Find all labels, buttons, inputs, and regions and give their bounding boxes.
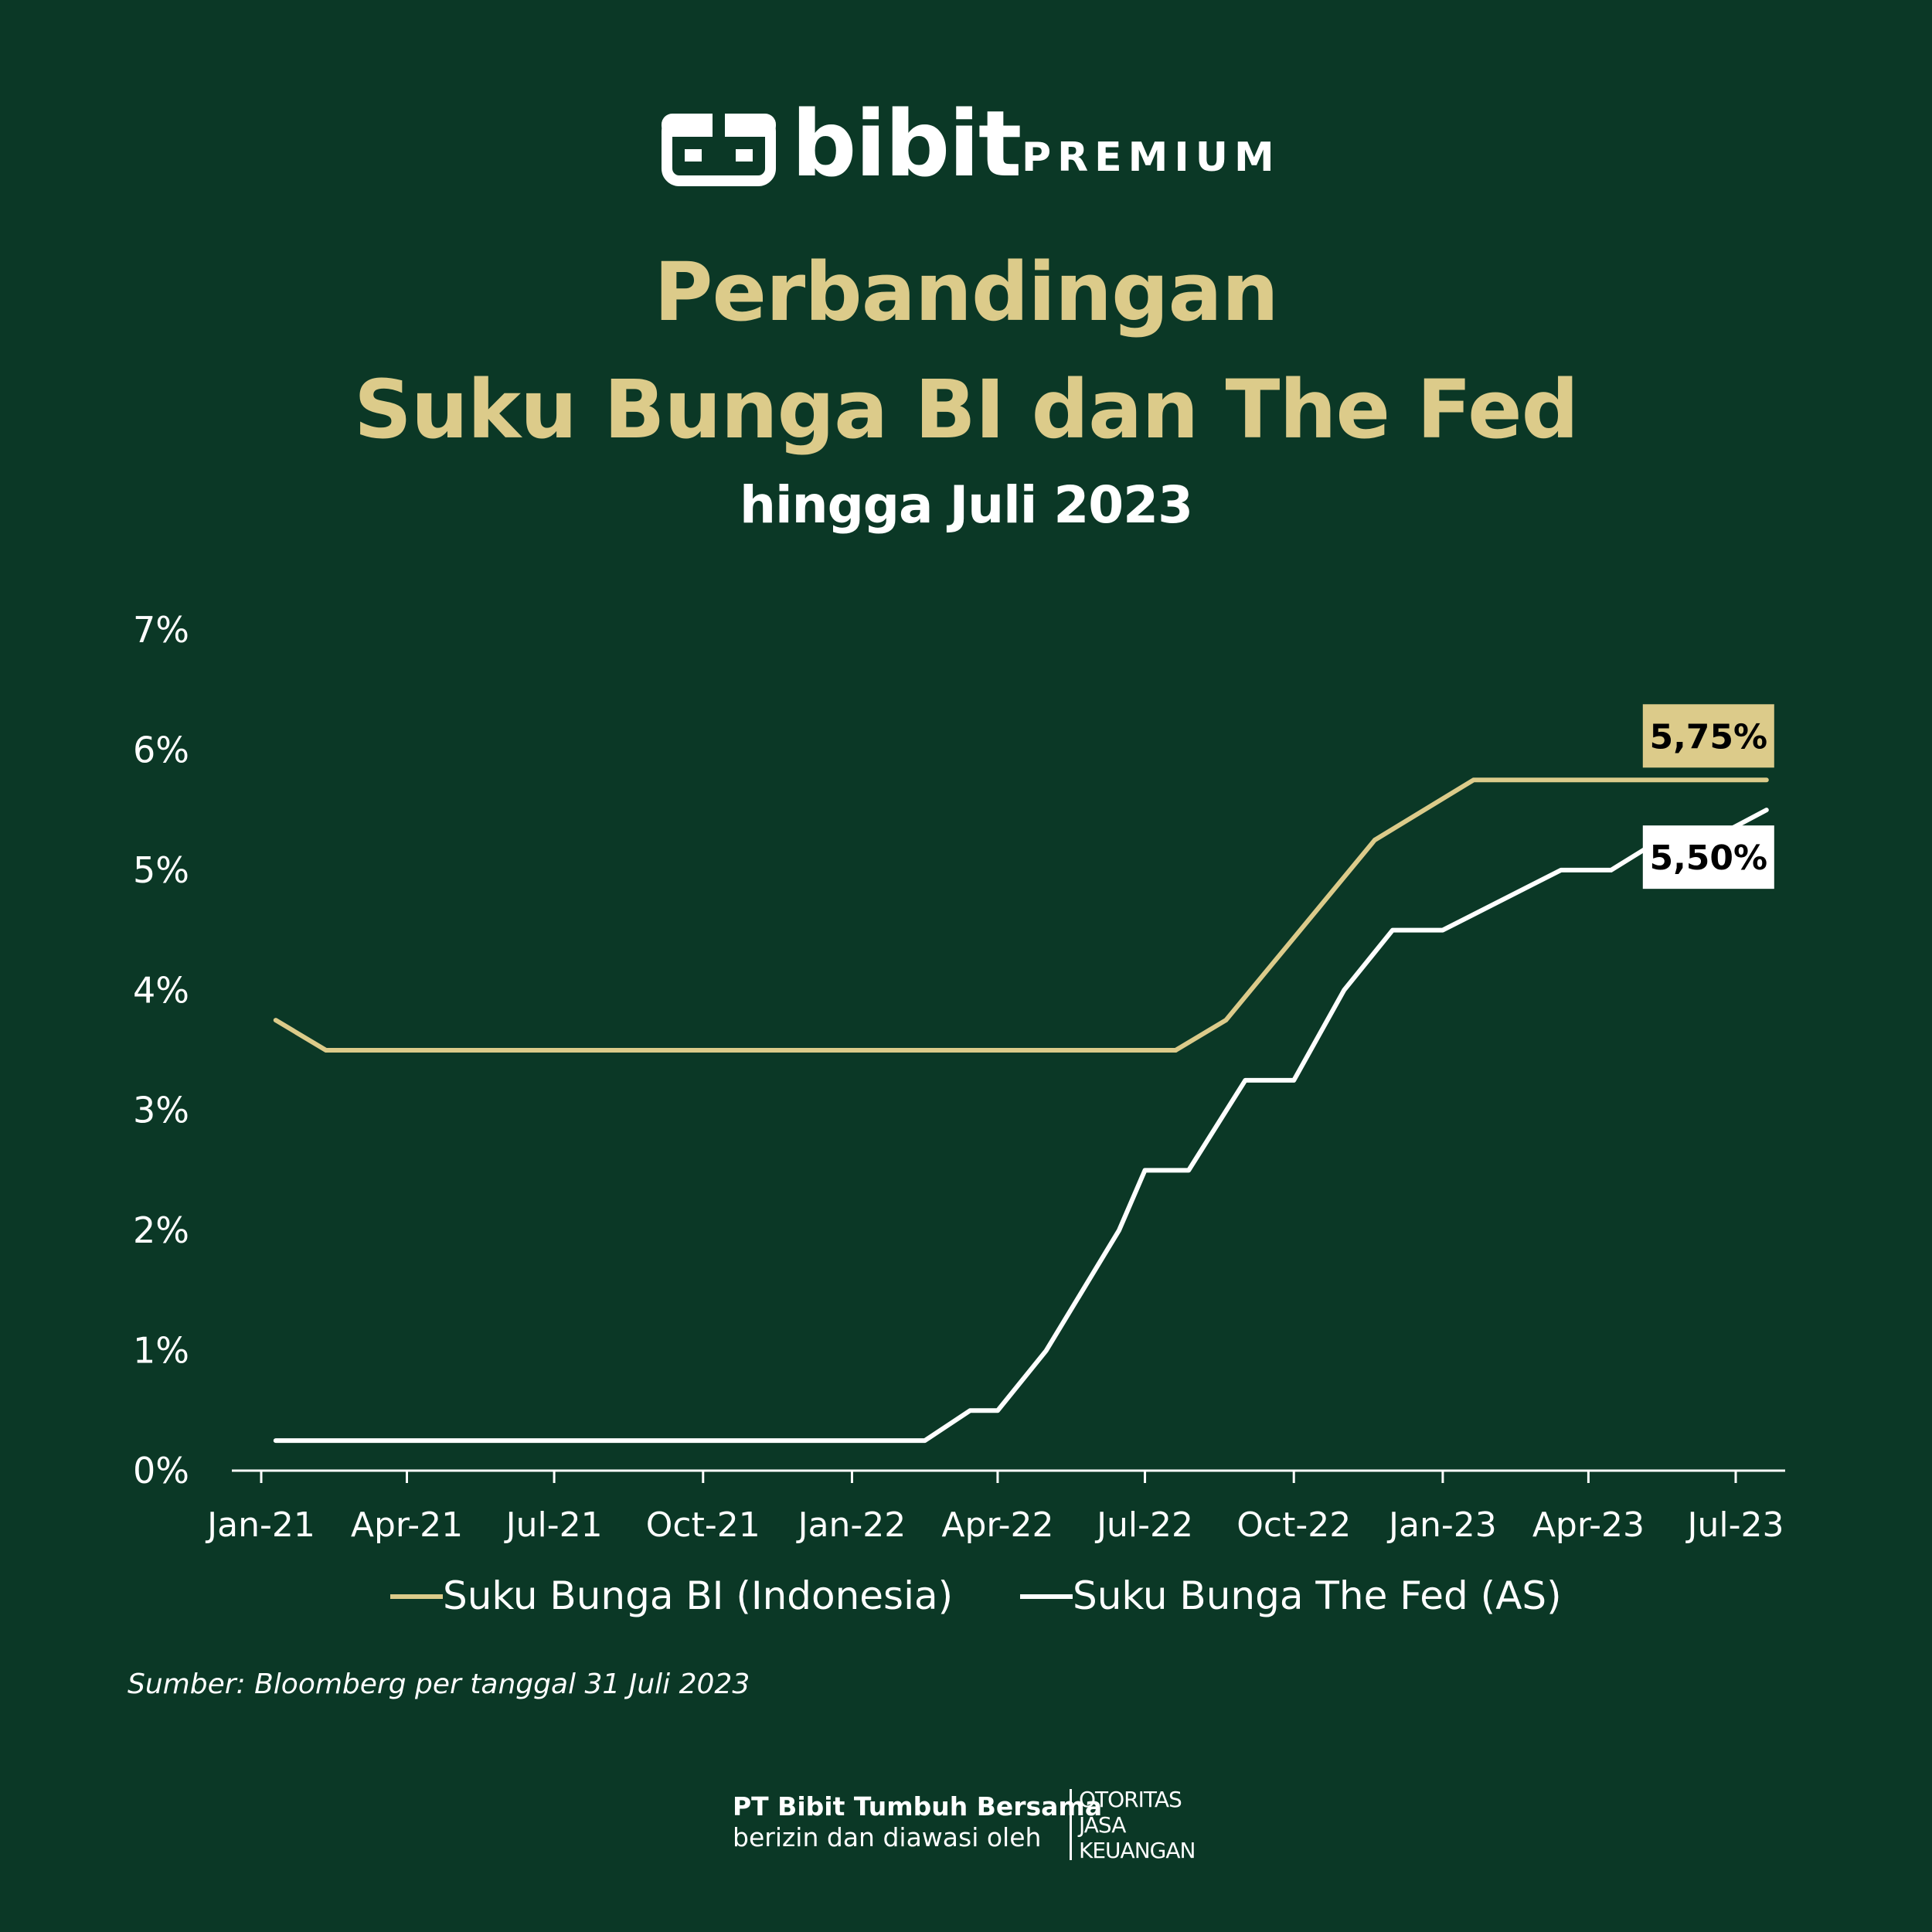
source-note: Sumber: Bloomberg per tanggal 31 Juli 20… bbox=[128, 1668, 750, 1700]
ojk-line-1: OTORITAS bbox=[1079, 1787, 1182, 1812]
ojk-line-3: KEUANGAN bbox=[1079, 1838, 1196, 1863]
footer-company: PT Bibit Tumbuh Bersama bbox=[733, 1791, 1103, 1821]
end-label-box-fed bbox=[1642, 825, 1774, 889]
legend-swatch-bi bbox=[390, 1594, 443, 1599]
footer-supervised: berizin dan diawasi oleh bbox=[733, 1822, 1042, 1852]
end-label-bi: 5,75% bbox=[1649, 717, 1767, 757]
series-line-fed bbox=[273, 808, 1769, 1444]
brand-logo: bibit PREMIUM bbox=[0, 94, 1932, 197]
x-tick-label: Jul-21 bbox=[504, 1505, 603, 1545]
chart-subtitle: hingga Juli 2023 bbox=[739, 475, 1193, 535]
y-tick-label: 2% bbox=[133, 1209, 189, 1251]
x-tick-label: Jan-23 bbox=[1386, 1505, 1497, 1545]
chart-title-line1: Perbandingan bbox=[654, 245, 1279, 339]
series-layer bbox=[273, 777, 1769, 1444]
brand-name: bibit bbox=[791, 90, 1022, 197]
x-tick-label: Jul-22 bbox=[1094, 1505, 1193, 1545]
x-tick-label: Apr-22 bbox=[941, 1505, 1053, 1545]
brand-tier: PREMIUM bbox=[1022, 134, 1281, 181]
chart-title-line2: Suku Bunga BI dan The Fed bbox=[353, 362, 1579, 457]
legend-label-fed: Suku Bunga The Fed (AS) bbox=[1073, 1573, 1562, 1618]
x-tick-label: Jul-23 bbox=[1685, 1505, 1784, 1545]
x-tick-label: Apr-23 bbox=[1532, 1505, 1645, 1545]
x-tick-label: Oct-22 bbox=[1236, 1505, 1351, 1545]
y-tick-label: 1% bbox=[133, 1330, 189, 1372]
y-tick-label: 5% bbox=[133, 849, 189, 891]
y-tick-label: 0% bbox=[133, 1450, 189, 1492]
footer: PT Bibit Tumbuh Bersama berizin dan diaw… bbox=[0, 1785, 1932, 1863]
x-tick-label: Apr-21 bbox=[351, 1505, 463, 1545]
chart-legend: Suku Bunga BI (Indonesia) Suku Bunga The… bbox=[0, 1565, 1932, 1627]
y-tick-label: 4% bbox=[133, 969, 189, 1011]
y-tick-label: 3% bbox=[133, 1090, 189, 1131]
end-label-fed: 5,50% bbox=[1649, 838, 1767, 878]
end-label-box-bi bbox=[1642, 704, 1774, 768]
legend-label-bi: Suku Bunga BI (Indonesia) bbox=[443, 1573, 954, 1618]
x-tick-label: Jan-21 bbox=[205, 1505, 315, 1545]
ojk-logo: OTORITAS JASA KEUANGAN bbox=[1079, 1787, 1196, 1863]
x-axis: Jan-21 Apr-21 Jul-21 Oct-21 Jan-22 Apr-22 Jul-… bbox=[205, 1469, 1785, 1545]
y-tick-label: 6% bbox=[133, 729, 189, 770]
legend-swatch-fed bbox=[1020, 1594, 1073, 1599]
footer-divider bbox=[1070, 1789, 1072, 1860]
end-label-layer: 5,75% 5,50% bbox=[1642, 704, 1774, 889]
ojk-line-2: JASA bbox=[1079, 1812, 1126, 1838]
x-tick-label: Oct-21 bbox=[646, 1505, 760, 1545]
series-line-bi bbox=[273, 777, 1769, 1053]
x-tick-label: Jan-22 bbox=[796, 1505, 906, 1545]
bibit-box-icon bbox=[662, 114, 776, 186]
y-axis: 0% 1% 2% 3% 4% 5% 6% 7% bbox=[133, 609, 189, 1492]
y-tick-label: 7% bbox=[133, 609, 189, 651]
